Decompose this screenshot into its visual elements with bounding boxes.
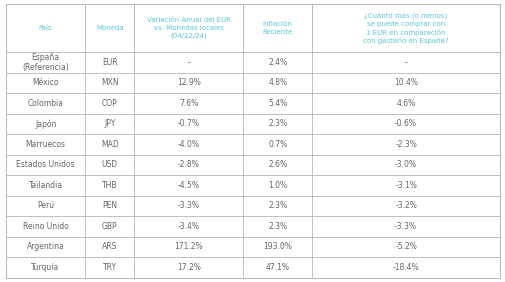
Text: -4.5%: -4.5% [177,181,199,190]
Text: 2.3%: 2.3% [268,222,287,231]
Text: USD: USD [102,160,118,169]
Text: -2.8%: -2.8% [178,160,199,169]
Text: Turquía: Turquía [31,263,60,272]
Text: Variación Anual del EUR
vs. Monedas locales
(04/12/24): Variación Anual del EUR vs. Monedas loca… [146,17,230,39]
Text: JPY: JPY [104,119,115,128]
Text: 12.9%: 12.9% [177,78,200,87]
Text: EUR: EUR [102,58,117,67]
Text: País: País [39,25,53,31]
Text: Reino Unido: Reino Unido [23,222,68,231]
Text: 2.6%: 2.6% [268,160,287,169]
Text: -18.4%: -18.4% [392,263,419,272]
Text: Inflación
Reciente: Inflación Reciente [262,21,292,35]
Text: TRY: TRY [103,263,117,272]
Text: MXN: MXN [101,78,118,87]
Text: -0.7%: -0.7% [177,119,199,128]
Text: Moneda: Moneda [96,25,123,31]
Text: ¿Cuánto más (o menos)
se puede comprar con
1 EUR en comparación
con gastarlo en : ¿Cuánto más (o menos) se puede comprar c… [363,13,448,43]
Text: 2.3%: 2.3% [268,201,287,210]
Text: -0.6%: -0.6% [394,119,416,128]
Text: -3.2%: -3.2% [394,201,416,210]
Text: Argentina: Argentina [27,243,64,252]
Text: 0.7%: 0.7% [268,140,287,149]
Text: 10.4%: 10.4% [393,78,417,87]
Text: 4.6%: 4.6% [396,99,415,108]
Text: 1.0%: 1.0% [268,181,287,190]
Text: 5.4%: 5.4% [268,99,287,108]
Text: -4.0%: -4.0% [177,140,199,149]
Text: -3.1%: -3.1% [394,181,416,190]
Text: COP: COP [102,99,118,108]
Text: Colombia: Colombia [28,99,64,108]
Text: MAD: MAD [100,140,118,149]
Text: 171.2%: 171.2% [174,243,203,252]
Text: México: México [32,78,59,87]
Text: -3.4%: -3.4% [177,222,199,231]
Text: 2.4%: 2.4% [268,58,287,67]
Text: Marruecos: Marruecos [26,140,66,149]
Text: Perú: Perú [37,201,54,210]
Text: -5.2%: -5.2% [394,243,416,252]
Text: 4.8%: 4.8% [268,78,287,87]
Text: 47.1%: 47.1% [265,263,289,272]
Text: -: - [404,58,407,67]
Text: ARS: ARS [102,243,117,252]
Text: Estados Unidos: Estados Unidos [16,160,75,169]
Text: 17.2%: 17.2% [177,263,200,272]
Text: -3.3%: -3.3% [394,222,416,231]
Text: -: - [187,58,190,67]
Text: Tailandia: Tailandia [28,181,63,190]
Text: -3.0%: -3.0% [394,160,416,169]
Text: -3.3%: -3.3% [177,201,199,210]
Text: GBP: GBP [102,222,117,231]
Text: España
(Referencia): España (Referencia) [22,53,69,72]
Text: 7.6%: 7.6% [179,99,198,108]
Text: Japón: Japón [35,119,56,129]
Text: 2.3%: 2.3% [268,119,287,128]
Text: 193.0%: 193.0% [263,243,291,252]
Text: THB: THB [102,181,117,190]
Text: PEN: PEN [102,201,117,210]
Text: -2.3%: -2.3% [394,140,416,149]
